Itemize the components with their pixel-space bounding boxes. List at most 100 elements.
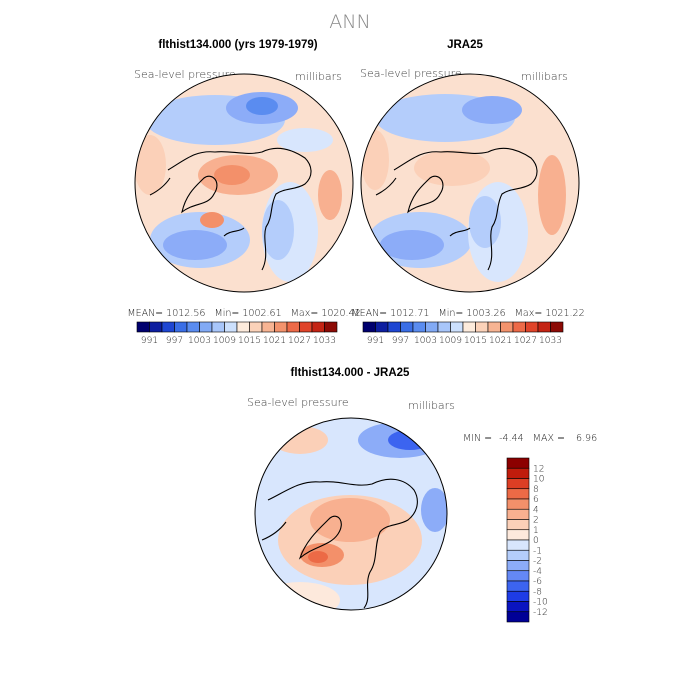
mean-value: 1012.71	[390, 308, 429, 319]
high-region	[361, 130, 389, 190]
panel-diff-units: millibars	[408, 399, 455, 412]
negative-region	[421, 488, 447, 532]
colorbar-tick-label: 1003	[188, 336, 211, 346]
min-label: Min=	[439, 308, 464, 319]
colorbar-swatch	[506, 498, 530, 510]
colorbar-tick-label: 10	[533, 475, 544, 485]
colorbar-swatch	[425, 321, 439, 333]
colorbar-swatch	[400, 321, 414, 333]
colorbar-swatch	[506, 580, 530, 592]
colorbar-tick-label: 1015	[238, 336, 261, 346]
low-region	[469, 196, 501, 248]
panel-obs-units: millibars	[521, 70, 568, 83]
colorbar-swatch	[537, 321, 551, 333]
colorbar-tick-label: -12	[533, 608, 548, 618]
colorbar-tick-label: 991	[141, 336, 158, 346]
colorbar-swatch	[462, 321, 476, 333]
max-value: 1020.42	[321, 308, 360, 319]
high-region	[200, 212, 224, 228]
low-region	[163, 230, 227, 260]
colorbar-swatch	[261, 321, 275, 333]
mean-value: 1012.56	[166, 308, 205, 319]
panel-model-colorbar-ticks: 991 997 1003 1009 1015 1021 1027 1033	[141, 336, 336, 346]
mean-label: MEAN=	[351, 308, 387, 319]
colorbar-swatch	[500, 321, 514, 333]
colorbar-swatch	[550, 321, 564, 333]
min-value: 1003.26	[466, 308, 505, 319]
high-region	[318, 170, 342, 220]
colorbar-swatch	[174, 321, 188, 333]
max-label: MAX =	[533, 433, 565, 444]
colorbar-tick-label: 997	[166, 336, 183, 346]
colorbar-swatch	[506, 508, 530, 520]
colorbar-swatch	[324, 321, 338, 333]
high-region	[538, 155, 566, 235]
colorbar-swatch	[362, 321, 376, 333]
colorbar-swatch	[506, 539, 530, 551]
colorbar-swatch	[161, 321, 175, 333]
min-value: 1002.61	[242, 308, 281, 319]
colorbar-swatch	[506, 549, 530, 561]
colorbar-swatch	[506, 519, 530, 531]
colorbar-swatch	[299, 321, 313, 333]
colorbar-swatch	[136, 321, 150, 333]
low-region	[262, 200, 294, 260]
colorbar-swatch	[512, 321, 526, 333]
colorbar-tick-label: 1033	[539, 336, 562, 346]
high-region	[214, 165, 250, 185]
colorbar-swatch	[475, 321, 489, 333]
colorbar-tick-label: 1027	[514, 336, 537, 346]
colorbar-swatch	[412, 321, 426, 333]
colorbar-tick-label: 1015	[464, 336, 487, 346]
panel-obs-colorbar-ticks: 991 997 1003 1009 1015 1021 1027 1033	[367, 336, 562, 346]
colorbar-swatch	[211, 321, 225, 333]
positive-region	[308, 551, 328, 563]
panel-obs: JRA25 Sea-level pressure millibars MEAN=…	[351, 39, 584, 346]
coastline	[149, 147, 312, 271]
colorbar-swatch	[506, 467, 530, 479]
panel-diff-title: flthist134.000 - JRA25	[291, 367, 410, 379]
colorbar-swatch	[506, 529, 530, 541]
colorbar-swatch	[186, 321, 200, 333]
colorbar-tick-label: 8	[533, 485, 539, 495]
colorbar-tick-label: 1009	[439, 336, 462, 346]
panel-model-map-border	[134, 73, 354, 293]
colorbar-tick-label: 0	[533, 536, 539, 546]
panel-model: flthist134.000 (yrs 1979-1979) Sea-level…	[127, 39, 360, 346]
colorbar-swatch	[149, 321, 163, 333]
colorbar-swatch	[525, 321, 539, 333]
colorbar-swatch	[506, 488, 530, 500]
colorbar-swatch	[506, 478, 530, 490]
high-region	[414, 150, 490, 186]
panel-model-map	[135, 74, 353, 292]
colorbar-swatch	[506, 611, 530, 623]
colorbar-swatch	[506, 590, 530, 602]
colorbar-tick-label: 1	[533, 526, 539, 536]
colorbar-swatch	[224, 321, 238, 333]
positive-region	[272, 426, 328, 454]
panel-obs-stats: MEAN= 1012.71 Min= 1003.26 Max= 1021.22	[351, 308, 584, 319]
colorbar-swatch	[506, 457, 530, 469]
panel-obs-colorbar	[362, 321, 564, 333]
colorbar-swatch	[249, 321, 263, 333]
colorbar-swatch	[450, 321, 464, 333]
colorbar-swatch	[387, 321, 401, 333]
colorbar-swatch	[311, 321, 325, 333]
coastline	[261, 478, 418, 609]
panel-diff-colorbar	[506, 457, 530, 623]
colorbar-tick-label: -8	[533, 587, 542, 597]
panel-obs-field-label: Sea-level pressure	[360, 67, 462, 80]
colorbar-tick-label: 1027	[288, 336, 311, 346]
colorbar-tick-label: -4	[533, 567, 542, 577]
panel-model-field-label: Sea-level pressure	[134, 68, 236, 81]
min-value: -4.44	[499, 433, 524, 444]
colorbar-swatch	[199, 321, 213, 333]
panel-diff-map	[255, 418, 447, 610]
colorbar-swatch	[375, 321, 389, 333]
colorbar-tick-label: -10	[533, 598, 548, 608]
colorbar-swatch	[286, 321, 300, 333]
colorbar-tick-label: 1033	[313, 336, 336, 346]
colorbar-tick-label: 1009	[213, 336, 236, 346]
colorbar-tick-label: 1021	[263, 336, 286, 346]
positive-region	[310, 498, 390, 542]
